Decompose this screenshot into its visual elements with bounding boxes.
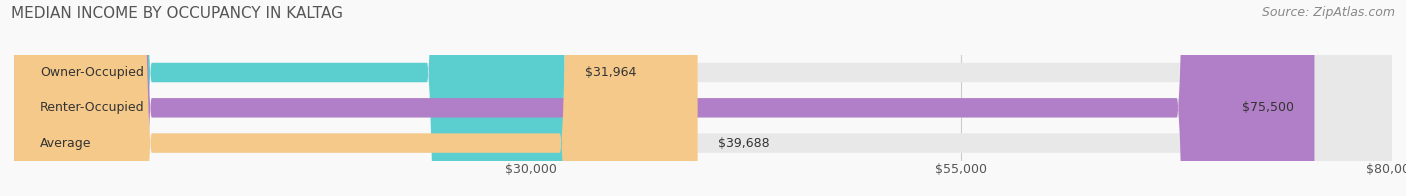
FancyBboxPatch shape [14, 0, 1315, 196]
Text: $39,688: $39,688 [718, 137, 770, 150]
Text: Source: ZipAtlas.com: Source: ZipAtlas.com [1261, 6, 1395, 19]
Text: Average: Average [39, 137, 91, 150]
Text: Renter-Occupied: Renter-Occupied [39, 101, 145, 114]
FancyBboxPatch shape [14, 0, 565, 196]
Text: MEDIAN INCOME BY OCCUPANCY IN KALTAG: MEDIAN INCOME BY OCCUPANCY IN KALTAG [11, 6, 343, 21]
FancyBboxPatch shape [14, 0, 697, 196]
FancyBboxPatch shape [14, 0, 1392, 196]
FancyBboxPatch shape [14, 0, 1392, 196]
Text: Owner-Occupied: Owner-Occupied [39, 66, 143, 79]
Text: $75,500: $75,500 [1241, 101, 1294, 114]
FancyBboxPatch shape [14, 0, 1392, 196]
Text: $31,964: $31,964 [585, 66, 637, 79]
